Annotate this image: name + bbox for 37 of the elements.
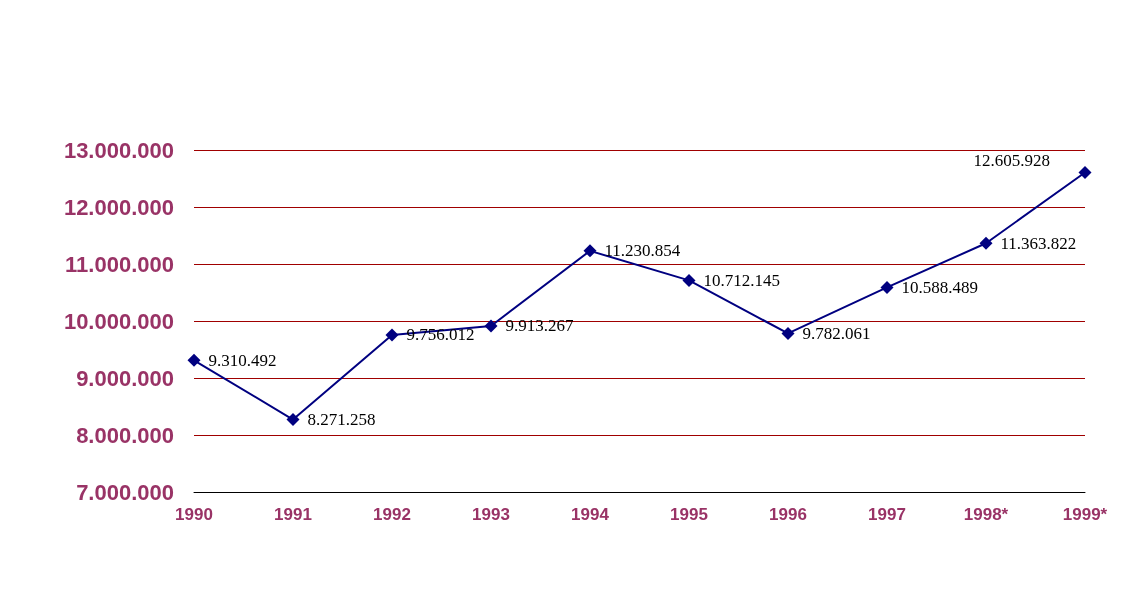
data-label: 11.363.822 (1000, 233, 1077, 253)
x-tick-label: 1996 (769, 505, 807, 524)
x-tick-label: 1997 (868, 505, 906, 524)
x-tick-label: 1998* (963, 505, 1009, 524)
x-tick-label: 1993 (472, 505, 510, 524)
data-label: 8.271.258 (307, 410, 376, 430)
point (682, 273, 696, 287)
data-label: 9.310.492 (208, 350, 277, 370)
point (1078, 165, 1092, 179)
point (583, 244, 597, 258)
point (781, 326, 795, 340)
x-tick-label: 1991 (274, 505, 312, 524)
point (484, 319, 498, 333)
y-tick-label: 10.000.000 (63, 308, 174, 334)
y-tick-label: 9.000.000 (76, 365, 174, 391)
data-label: 10.588.489 (901, 277, 978, 297)
x-tick-label: 1994 (571, 505, 610, 524)
y-tick-label: 12.000.000 (63, 194, 174, 220)
data-label: 11.230.854 (604, 241, 681, 261)
x-tick-label: 1995 (670, 505, 708, 524)
y-tick-label: 13.000.000 (63, 137, 174, 163)
point (880, 280, 894, 294)
data-label: 12.605.928 (973, 150, 1050, 170)
x-tick-label: 1990 (175, 505, 213, 524)
data-label: 9.756.012 (406, 325, 475, 345)
data-label: 9.913.267 (505, 316, 574, 336)
x-tick-label: 1992 (373, 505, 411, 524)
y-tick-label: 7.000.000 (76, 479, 174, 505)
y-tick-label: 11.000.000 (65, 251, 174, 277)
y-tick-label: 8.000.000 (76, 422, 174, 448)
data-label: 10.712.145 (703, 270, 780, 290)
data-label: 9.782.061 (802, 323, 871, 343)
x-tick-label: 1999* (1062, 505, 1108, 524)
point (385, 328, 399, 342)
point (979, 236, 993, 250)
point (286, 413, 300, 427)
point (187, 353, 201, 367)
